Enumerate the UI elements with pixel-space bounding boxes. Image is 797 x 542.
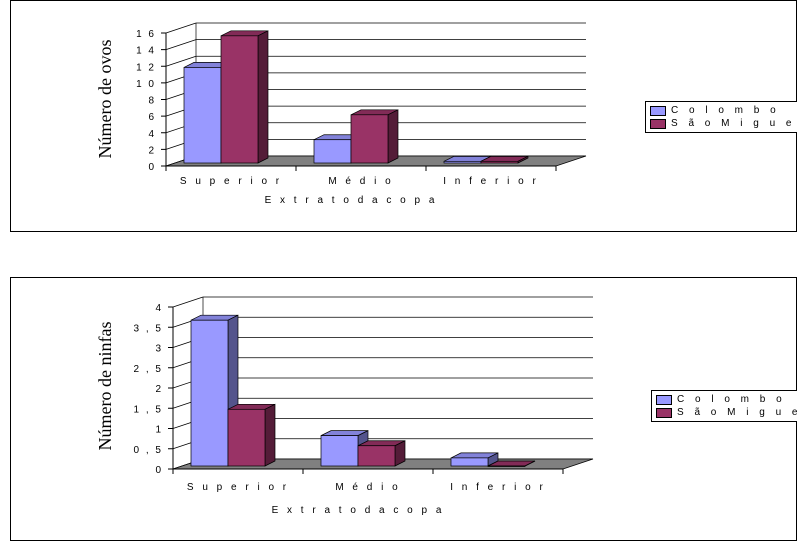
bar-side-s-o-miguel (524, 460, 536, 467)
y-tick-label: 3 , 5 (134, 323, 163, 334)
category-label: M é d i o (335, 482, 400, 493)
chart-panel-ovos: 0 2 4 6 8 1 0 1 2 1 4 1 6 S u p e r i o r M é d i … (10, 0, 797, 232)
bar-side-s-o-miguel (264, 403, 276, 467)
bar-side-s-o-miguel (257, 30, 269, 164)
bar-colombo (313, 139, 352, 164)
bar-colombo (190, 319, 229, 467)
bar-s-o-miguel (350, 114, 389, 164)
y-tick-label: 4 (155, 303, 163, 314)
legend-swatch-sao-miguel (650, 118, 666, 129)
y-tick-label: 4 (148, 129, 156, 140)
y-tick-label: 1 6 (136, 29, 156, 40)
bar-colombo (443, 160, 482, 164)
legend-label: C o l o m b o (677, 394, 786, 405)
y-tick-label: 0 (155, 465, 163, 476)
y-tick-label: 0 (148, 162, 156, 173)
y-axis-title: Número de ovos (95, 40, 115, 159)
bar-colombo (450, 457, 489, 467)
chart-panel-ninfas: 0 0 , 5 1 1 , 5 2 2 , 5 3 3 , 5 4 S u p e r i o r… (10, 277, 797, 541)
legend: C o l o m b o S ã o M i g u e l (645, 101, 797, 133)
y-tick-label: 2 (148, 145, 156, 156)
y-tick-label: 2 , 5 (134, 364, 163, 375)
bar-s-o-miguel (357, 445, 396, 467)
y-tick-label: 0 , 5 (134, 445, 163, 456)
legend-item: C o l o m b o (656, 393, 797, 406)
legend-item: S ã o M i g u e l (656, 406, 797, 419)
y-tick-label: 1 , 5 (134, 404, 163, 415)
gridline-depth (165, 55, 197, 67)
legend-label: C o l o m b o (671, 105, 780, 116)
y-axis-title: Número de ninfas (95, 322, 115, 451)
legend-item: S ã o M i g u e l (650, 117, 797, 130)
y-tick-label: 1 0 (136, 79, 156, 90)
chart-ovos: 0 2 4 6 8 1 0 1 2 1 4 1 6 S u p e r i o r M é d i … (95, 22, 587, 206)
category-label: S u p e r i o r (180, 176, 282, 187)
chart-ninfas: 0 0 , 5 1 1 , 5 2 2 , 5 3 3 , 5 4 S u p e r i o r… (95, 296, 594, 516)
category-label: M é d i o (328, 176, 393, 187)
legend-swatch-sao-miguel (656, 407, 672, 418)
bar-colombo (320, 435, 359, 467)
gridline-depth (165, 22, 197, 34)
category-label: I n f e r i o r (443, 176, 539, 187)
bar-s-o-miguel (487, 465, 526, 467)
y-tick-label: 8 (148, 96, 156, 107)
y-tick-label: 2 (155, 384, 163, 395)
bar-s-o-miguel (220, 35, 259, 164)
bar-s-o-miguel (227, 408, 266, 467)
bar-colombo (183, 67, 222, 164)
legend-label: S ã o M i g u e l (677, 407, 797, 418)
legend-item: C o l o m b o (650, 104, 797, 117)
category-label: I n f e r i o r (450, 482, 546, 493)
gridline-depth (172, 296, 204, 308)
legend-label: S ã o M i g u e l (671, 118, 797, 129)
bar-side-s-o-miguel (387, 109, 399, 164)
legend: C o l o m b o S ã o M i g u e l (651, 390, 797, 422)
category-label: S u p e r i o r (187, 482, 289, 493)
x-axis-title: E x t r a t o d a c o p a (265, 195, 438, 206)
x-axis-title: E x t r a t o d a c o p a (272, 505, 445, 516)
bar-s-o-miguel (480, 160, 519, 164)
y-tick-label: 1 2 (136, 62, 156, 73)
y-tick-label: 6 (148, 112, 156, 123)
legend-swatch-colombo (656, 394, 672, 405)
legend-swatch-colombo (650, 105, 666, 116)
y-tick-label: 3 (155, 344, 163, 355)
y-tick-label: 1 (155, 425, 163, 436)
gridline-depth (165, 39, 197, 50)
y-tick-label: 1 4 (136, 46, 156, 57)
